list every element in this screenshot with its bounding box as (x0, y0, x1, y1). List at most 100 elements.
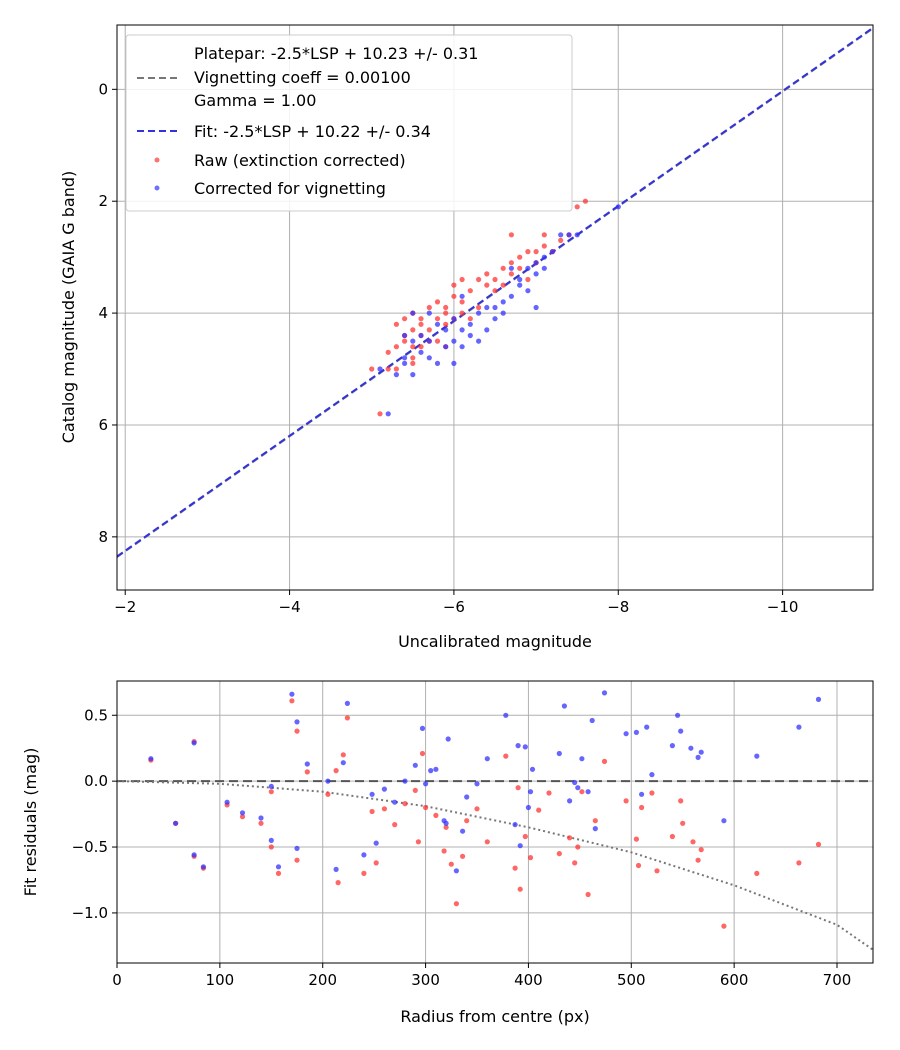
corrected-point (567, 798, 573, 804)
corrected-point (191, 852, 197, 858)
raw-point (268, 844, 274, 850)
x-tick-label: 400 (514, 971, 543, 989)
legend-vignetting-label: Vignetting coeff = 0.00100 (194, 68, 411, 87)
raw-point (508, 232, 514, 238)
raw-point (460, 853, 466, 859)
corrected-point (268, 837, 274, 844)
raw-point (500, 282, 506, 288)
corrected-point (525, 265, 531, 271)
y-tick-label: 8 (98, 528, 108, 546)
corrected-point (275, 864, 282, 870)
corrected-point (412, 762, 418, 768)
raw-point (443, 304, 449, 311)
corrected-point (476, 310, 482, 316)
raw-point (517, 254, 523, 260)
bottom-points (148, 690, 822, 929)
raw-point (268, 789, 274, 795)
corrected-point (410, 372, 416, 378)
corrected-point (381, 786, 387, 792)
raw-point (484, 271, 490, 277)
raw-point (402, 801, 408, 807)
legend-box (125, 34, 573, 212)
corrected-point (675, 712, 681, 718)
x-tick-label: 100 (206, 971, 235, 989)
corrected-point (402, 332, 408, 339)
raw-point (385, 349, 391, 355)
corrected-point (500, 299, 506, 305)
raw-point (474, 806, 480, 812)
corrected-point (402, 355, 408, 361)
raw-point (484, 839, 490, 845)
raw-point (426, 327, 432, 333)
corrected-point (333, 866, 339, 873)
bottom-plot-area (117, 681, 873, 963)
corrected-point (340, 760, 346, 766)
raw-point (492, 288, 498, 294)
raw-point (582, 198, 589, 204)
raw-point (410, 344, 416, 350)
corrected-point (459, 344, 465, 350)
corrected-point (443, 820, 449, 826)
corrected-point (474, 781, 480, 787)
raw-point (239, 814, 246, 820)
raw-point (294, 857, 300, 863)
x-tick-label: 500 (617, 971, 646, 989)
corrected-point (294, 719, 300, 725)
corrected-point (678, 728, 684, 734)
corrected-point (484, 756, 490, 762)
corrected-point (434, 360, 441, 366)
corrected-point (698, 749, 704, 755)
raw-point (690, 839, 696, 845)
raw-point (325, 791, 331, 797)
x-tick-label: −10 (767, 598, 799, 616)
corrected-point (575, 785, 581, 791)
corrected-point (258, 815, 264, 821)
raw-point (419, 750, 426, 757)
raw-point (451, 293, 457, 299)
corrected-point (754, 753, 760, 759)
legend-gamma-label: Gamma = 1.00 (194, 91, 316, 110)
raw-point (695, 857, 701, 863)
corrected-point (484, 327, 490, 333)
corrected-point (426, 338, 432, 344)
raw-point (459, 299, 465, 305)
raw-point (492, 276, 498, 283)
corrected-point (428, 768, 434, 774)
x-tick-label: −8 (607, 598, 629, 616)
corrected-point (467, 321, 473, 327)
raw-point (402, 316, 408, 322)
corrected-point (344, 700, 350, 707)
corrected-point (527, 789, 534, 795)
corrected-point (200, 864, 206, 870)
raw-point (592, 818, 598, 824)
raw-point (541, 243, 547, 249)
corrected-point (268, 783, 274, 790)
corrected-point (579, 756, 585, 762)
legend-raw-marker (154, 157, 160, 163)
raw-point (294, 728, 300, 734)
corrected-point (517, 282, 523, 288)
raw-point (418, 344, 424, 350)
raw-point (796, 860, 802, 866)
x-tick-label: 700 (823, 971, 852, 989)
raw-point (476, 276, 482, 283)
bottom-ticks: 0 100 200 300 400 500 600 700 0.5 0.0 −0.5 −1.0 (72, 706, 852, 989)
corrected-point (484, 304, 490, 311)
top-ticks: −2 −4 −6 −8 −10 0 2 4 6 8 (98, 80, 798, 616)
raw-point (373, 860, 379, 866)
corrected-point (418, 332, 424, 339)
x-tick-label: −2 (114, 598, 136, 616)
bottom-x-axis-label: Radius from centre (px) (400, 1007, 589, 1026)
raw-point (754, 870, 760, 877)
corrected-point (464, 794, 470, 800)
corrected-point (191, 740, 197, 746)
raw-point (410, 355, 416, 361)
raw-point (385, 366, 391, 372)
corrected-point (695, 754, 701, 761)
corrected-point (585, 789, 591, 795)
corrected-point (533, 260, 539, 266)
corrected-point (525, 804, 532, 811)
raw-point (649, 790, 655, 796)
corrected-point (377, 366, 383, 372)
corrected-point (796, 724, 802, 730)
